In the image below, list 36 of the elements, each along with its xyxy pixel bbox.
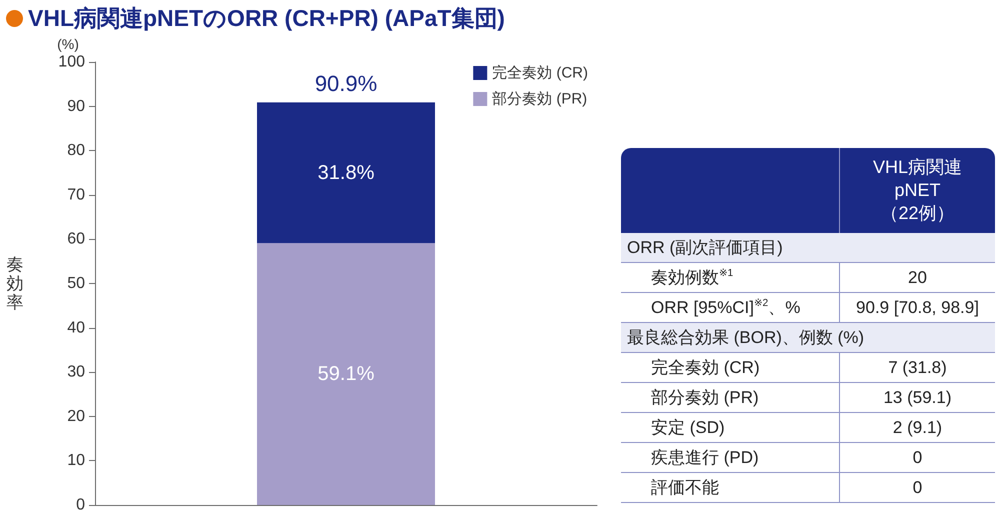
text: 0 [912, 448, 922, 466]
y-tick-label: 30 [67, 364, 86, 381]
y-tick-label: 10 [67, 452, 86, 470]
category-label: 評価不能 [651, 478, 719, 497]
y-tick-label: 90 [67, 98, 86, 115]
y-tick-label: 60 [67, 230, 86, 248]
data-label: 31.8% [318, 162, 375, 184]
category-label: 安定 (SD) [651, 418, 725, 437]
data-label: 59.1% [318, 363, 375, 386]
category-label: ORR [95%CI]$^{※2}$、% [651, 298, 800, 317]
text: (%) [56, 36, 80, 52]
category-label: 奏効例数$^{※1}$ [651, 268, 734, 287]
category-label: 最良総合効果 (BOR)、例数 (%) [627, 328, 864, 347]
text: 0 [912, 478, 922, 496]
y-tick-label: 70 [67, 186, 86, 204]
y-tick-label: 80 [67, 142, 86, 160]
text: 90.9 [70.8, 98.9] [856, 298, 979, 316]
y-axis-title: 奏効率 [6, 254, 24, 312]
y-tick-label: 40 [67, 319, 86, 336]
category-label: VHL病関連 pNET （22例） [840, 148, 995, 233]
text: 2 (9.1) [892, 418, 942, 436]
y-tick-label: 20 [67, 408, 86, 425]
total-label: 90.9% [314, 70, 378, 96]
text: 20 [908, 268, 927, 286]
y-tick-label: 100 [58, 54, 86, 70]
category-label: ORR (副次評価項目) [627, 238, 783, 257]
legend-label: 完全奏効 (CR) [492, 64, 588, 82]
text: 7 (31.8) [888, 358, 947, 376]
category-label: 部分奏効 (PR) [651, 388, 759, 407]
category-label: 疾患進行 (PD) [651, 448, 759, 467]
y-tick-label: 50 [67, 275, 86, 292]
y-tick-label: 0 [76, 496, 86, 514]
legend-label: 部分奏効 (PR) [492, 90, 588, 108]
category-label: 完全奏効 (CR) [651, 358, 760, 377]
chart-title: VHL病関連pNETのORR (CR+PR) (APaT集団) [28, 4, 505, 33]
text: 13 (59.1) [883, 388, 952, 406]
